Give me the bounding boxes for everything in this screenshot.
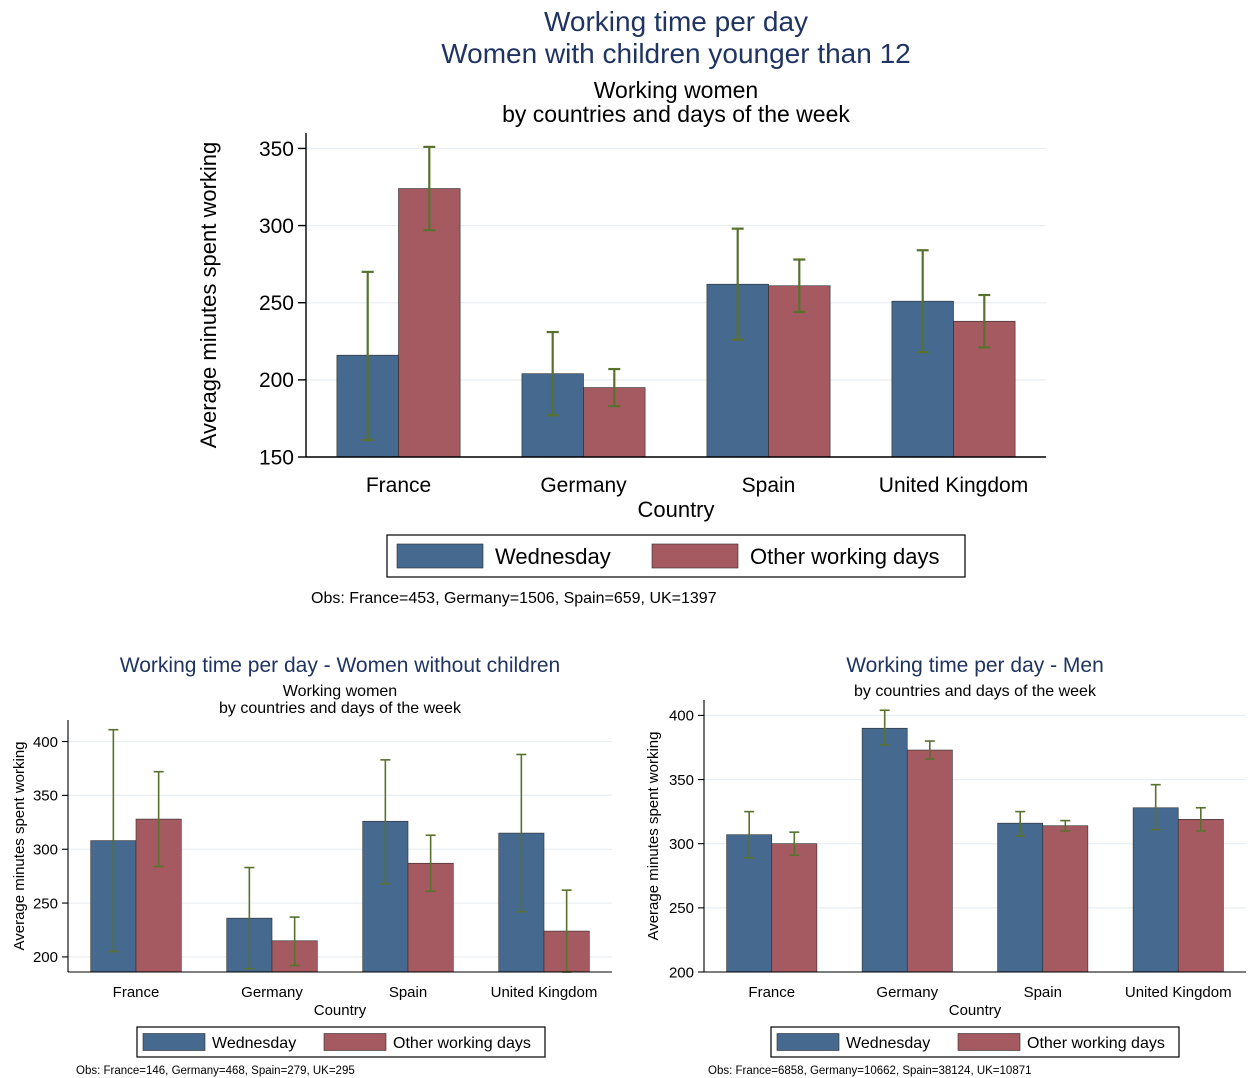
y-tick-label: 400 [669,708,694,725]
y-tick-label: 300 [33,841,58,858]
legend-label-wednesday: Wednesday [846,1035,930,1052]
legend-label-wednesday: Wednesday [495,544,611,569]
x-axis-label: Country [314,1002,367,1019]
y-tick-label: 200 [33,949,58,966]
chart-title: Working time per day - Women without chi… [120,654,560,677]
legend-label-other-days: Other working days [393,1035,531,1052]
figure-title-line2: Women with children younger than 12 [441,38,911,69]
bar-other-days-united-kingdom [1177,819,1224,973]
y-tick-label: 200 [259,369,294,392]
y-tick-label: 350 [259,138,294,161]
legend: Wednesday Other working days [386,534,966,578]
y-tick-label: 150 [259,446,294,469]
legend-swatch-other-days [651,543,739,569]
legend-swatch-wednesday [142,1033,206,1051]
bar-other-days-spain [1042,825,1089,973]
chart-subtitle-line1: by countries and days of the week [854,683,1097,700]
x-tick-label: France [113,984,160,1001]
x-tick-label: Germany [876,984,938,1001]
bar-wednesday-united-kingdom [1132,807,1179,973]
x-tick-label: France [748,984,795,1001]
legend-label-wednesday: Wednesday [212,1035,296,1052]
chart-subtitle-line2: by countries and days of the week [502,101,850,127]
legend-swatch-wednesday [396,543,484,569]
chart-title: Working time per day - Men [846,654,1104,677]
chart-subtitle-line1: Working women [594,77,758,103]
bar-wednesday-france [726,834,773,973]
legend-label-other-days: Other working days [750,544,940,569]
y-axis-label: Average minutes spent working [196,142,221,449]
x-tick-label: France [366,474,431,497]
observations-note: Obs: France=453, Germany=1506, Spain=659… [311,590,717,607]
y-tick-label: 350 [33,788,58,805]
legend-swatch-other-days [957,1033,1021,1051]
x-tick-label: Spain [1024,984,1062,1001]
y-tick-label: 350 [669,772,694,789]
chart-women-without-children: Working time per day - Women without chi… [11,654,612,1077]
figure-title-line1: Working time per day [544,6,808,37]
x-tick-label: United Kingdom [879,474,1028,497]
observations-note: Obs: France=6858, Germany=10662, Spain=3… [708,1065,1032,1077]
y-tick-label: 250 [33,895,58,912]
y-tick-label: 250 [259,292,294,315]
observations-note: Obs: France=146, Germany=468, Spain=279,… [76,1065,355,1077]
y-tick-label: 250 [669,900,694,917]
legend-swatch-other-days [323,1033,387,1051]
bar-wednesday-germany [861,727,908,973]
y-tick-label: 300 [259,215,294,238]
bar-other-days-france [771,843,818,973]
bar-wednesday-spain [997,822,1044,973]
legend: Wednesday Other working days [136,1026,546,1058]
legend: Wednesday Other working days [770,1026,1180,1058]
y-axis-label: Average minutes spent working [11,741,28,950]
y-tick-label: 200 [669,964,694,981]
bar-other-days-france [398,188,461,458]
legend-swatch-wednesday [776,1033,840,1051]
x-axis-label: Country [637,497,714,522]
x-axis-label: Country [949,1002,1002,1019]
x-tick-label: Germany [241,984,303,1001]
y-axis-label: Average minutes spent working [645,731,662,940]
chart-men: Working time per day - Men by countries a… [645,654,1246,1077]
y-tick-label: 300 [669,836,694,853]
y-tick-label: 400 [33,734,58,751]
x-tick-label: Germany [540,474,627,497]
legend-label-other-days: Other working days [1027,1035,1165,1052]
bar-other-days-germany [906,749,953,973]
x-tick-label: United Kingdom [491,984,598,1001]
chart-subtitle-line2: by countries and days of the week [219,700,462,717]
x-tick-label: Spain [742,474,796,497]
chart-subtitle-line1: Working women [283,683,397,700]
x-tick-label: United Kingdom [1125,984,1232,1001]
x-tick-label: Spain [389,984,427,1001]
